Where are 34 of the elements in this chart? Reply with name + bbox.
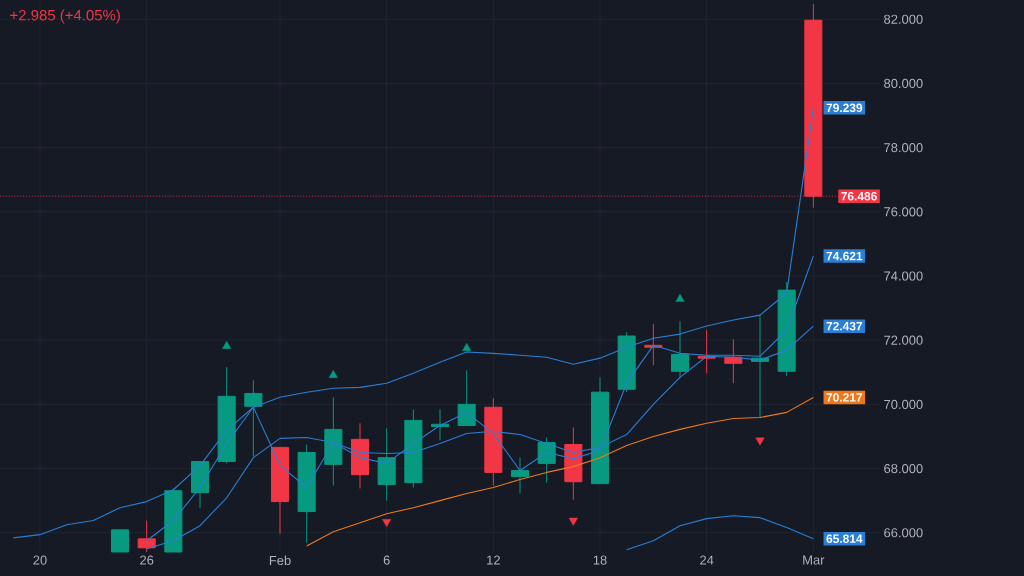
x-tick-label: 24 [700,555,714,565]
x-tick-label: 12 [487,555,500,565]
y-tick-label: 74.000 [884,271,923,281]
x-tick-label: 26 [140,555,154,565]
candlestick [244,379,263,457]
y-tick-label: 72.000 [884,335,923,345]
data-label: 79.239 [826,103,863,113]
y-tick-label: 66.000 [884,528,923,538]
text: +2.985 (+4.05%) [10,9,120,24]
ref-line-label: 76.486 [841,191,877,201]
x-tick-label: 6 [383,555,390,565]
data-label: 74.621 [826,251,863,261]
data-label: 70.217 [826,393,863,402]
x-tick-label: Mar [803,555,825,565]
y-tick-label: 68.000 [884,463,923,474]
y-tick-label: 78.000 [884,143,923,153]
line-series [626,515,814,551]
line-series [12,107,814,539]
y-tick-label: 82.000 [884,14,923,24]
candlestick [137,520,156,553]
candlestick [457,369,476,427]
candlestick [510,457,530,495]
line-series [306,396,814,547]
y-tick-label: 70.000 [884,399,923,409]
x-tick-label: 20 [33,555,47,565]
x-tick-label: Feb [269,555,291,566]
y-tick-label: 76.000 [884,207,923,217]
candlestick [670,320,690,378]
y-tick-label: 80.000 [884,78,923,89]
data-label: 72.437 [826,321,863,331]
candlestick [110,529,130,553]
data-label: 65.814 [826,534,863,543]
x-tick-label: 18 [593,555,607,565]
candlestick [537,436,556,484]
